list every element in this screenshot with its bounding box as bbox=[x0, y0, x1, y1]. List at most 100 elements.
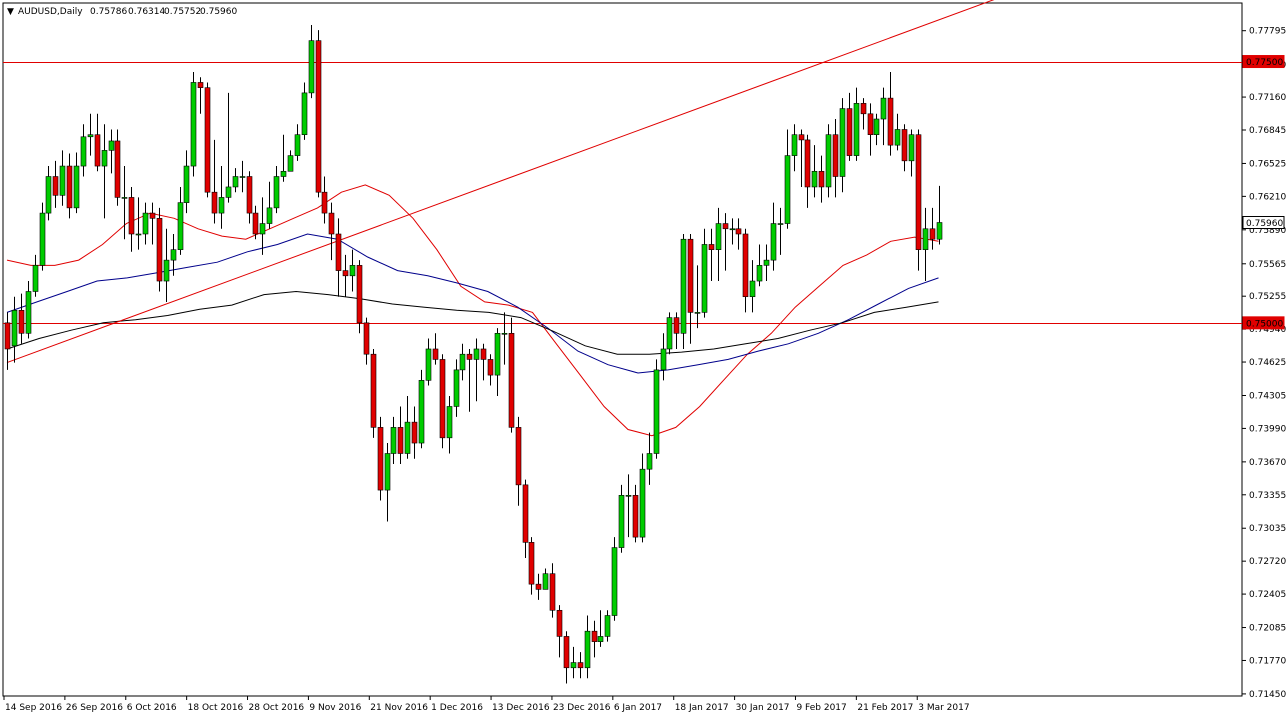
price-tick-label: 0.74625 bbox=[1249, 358, 1286, 368]
candle-body bbox=[252, 212, 259, 235]
candle bbox=[108, 129, 115, 174]
price-tick-label: 0.73990 bbox=[1249, 424, 1286, 434]
candle-body bbox=[259, 223, 266, 235]
candle-body bbox=[673, 317, 680, 334]
moving-average-slow bbox=[6, 290, 939, 355]
candle-body bbox=[404, 421, 411, 454]
candle-body bbox=[791, 134, 798, 156]
candle-body bbox=[363, 322, 370, 355]
candle-body bbox=[190, 82, 197, 167]
candle-body bbox=[660, 348, 667, 371]
candle bbox=[894, 113, 901, 151]
candle bbox=[908, 129, 915, 177]
candle bbox=[839, 98, 846, 193]
candle-body bbox=[301, 92, 308, 136]
price-tick-label: 0.72720 bbox=[1249, 557, 1286, 567]
candle-body bbox=[929, 228, 936, 240]
candle-body bbox=[25, 291, 32, 334]
candle bbox=[397, 406, 404, 464]
candle bbox=[832, 119, 839, 198]
symbol-name: AUDUSD,Daily bbox=[18, 7, 83, 17]
date-tick-label: 9 Nov 2016 bbox=[309, 703, 361, 713]
candle-body bbox=[32, 265, 39, 292]
candle-body bbox=[328, 212, 335, 235]
current-price-label-box bbox=[1242, 216, 1285, 230]
candle bbox=[556, 605, 563, 658]
candle bbox=[673, 312, 680, 349]
price-tick-label: 0.77795 bbox=[1249, 27, 1286, 37]
candle-body bbox=[922, 228, 929, 250]
price-tick-label: 0.76210 bbox=[1249, 192, 1286, 202]
ohlc-close: 0.75960 bbox=[200, 7, 237, 17]
candle-body bbox=[287, 155, 294, 172]
candle bbox=[156, 207, 163, 292]
candle-body bbox=[666, 317, 673, 350]
candle bbox=[4, 312, 11, 370]
ohlc-high: 0.76314 bbox=[128, 7, 165, 17]
candle-body bbox=[128, 197, 135, 235]
candle-body bbox=[825, 134, 832, 188]
candle bbox=[287, 150, 294, 172]
candle-body bbox=[418, 380, 425, 444]
candle bbox=[266, 181, 273, 229]
candle bbox=[335, 218, 342, 297]
price-tick-label: 0.75255 bbox=[1249, 292, 1286, 302]
candle-body bbox=[335, 233, 342, 271]
candle bbox=[660, 333, 667, 381]
candle bbox=[522, 479, 529, 559]
current-price-label: 0.75960 bbox=[1242, 216, 1285, 230]
candle bbox=[328, 202, 335, 261]
candle-body bbox=[156, 218, 163, 282]
candle bbox=[887, 71, 894, 156]
candle bbox=[791, 124, 798, 172]
candle bbox=[936, 185, 943, 245]
candle bbox=[177, 186, 184, 255]
date-tick-label: 23 Dec 2016 bbox=[553, 703, 611, 713]
candle bbox=[804, 134, 811, 208]
candle-body bbox=[811, 170, 818, 188]
candle-body bbox=[52, 176, 59, 196]
candle-body bbox=[466, 353, 473, 360]
candle-body bbox=[170, 249, 177, 261]
candle bbox=[377, 416, 384, 501]
candle-body bbox=[480, 348, 487, 360]
candle-body bbox=[308, 40, 315, 94]
candle-body bbox=[887, 97, 894, 146]
current-price-label-text: 0.75960 bbox=[1246, 219, 1283, 229]
candle bbox=[708, 228, 715, 282]
candle bbox=[349, 249, 356, 292]
candle-body bbox=[777, 223, 784, 225]
level-price-label: 0.77500 bbox=[1242, 55, 1285, 69]
candle-body bbox=[915, 134, 922, 250]
candle bbox=[439, 354, 446, 449]
candle bbox=[501, 312, 508, 365]
candle-body bbox=[639, 468, 646, 538]
candle bbox=[597, 610, 604, 647]
candle bbox=[701, 228, 708, 318]
candle bbox=[390, 416, 397, 464]
candle bbox=[453, 359, 460, 417]
candle bbox=[101, 124, 108, 219]
candle-body bbox=[294, 134, 301, 156]
candle-body bbox=[591, 630, 598, 642]
candle bbox=[459, 343, 466, 381]
collapse-arrow-icon[interactable]: ▼ bbox=[7, 7, 14, 17]
candle bbox=[425, 338, 432, 386]
candle bbox=[818, 155, 825, 203]
date-tick-label: 9 Feb 2017 bbox=[796, 703, 846, 713]
candle bbox=[860, 98, 867, 130]
date-tick-label: 21 Nov 2016 bbox=[370, 703, 428, 713]
price-tick-label: 0.74940 bbox=[1249, 325, 1286, 335]
candle-body bbox=[94, 134, 101, 167]
candle bbox=[273, 166, 280, 214]
candle-body bbox=[459, 353, 466, 371]
candle bbox=[363, 317, 370, 365]
candle-body bbox=[784, 155, 791, 224]
candle-body bbox=[425, 348, 432, 381]
candle bbox=[722, 213, 729, 271]
candle-body bbox=[66, 165, 73, 209]
candle-body bbox=[873, 118, 880, 136]
date-tick-label: 18 Oct 2016 bbox=[188, 703, 244, 713]
candle-body bbox=[735, 228, 742, 235]
